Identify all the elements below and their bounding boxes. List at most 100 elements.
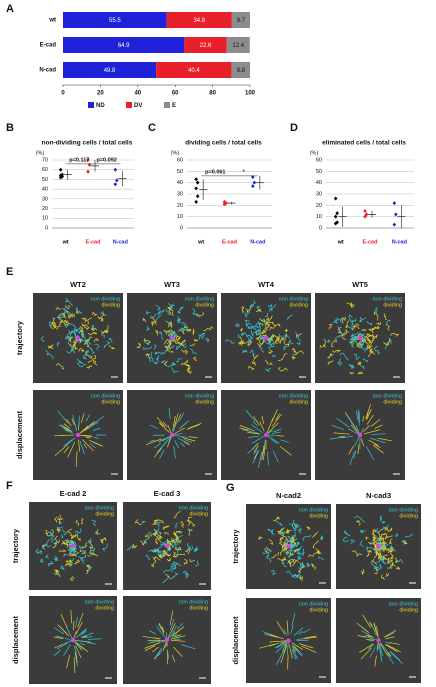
trajectory — [356, 340, 362, 346]
trajectory — [56, 342, 61, 347]
displacement — [266, 418, 274, 434]
trajectory — [171, 537, 178, 544]
bar-segment — [231, 12, 250, 28]
y-tick-label: 40 — [177, 180, 183, 186]
displacement — [170, 619, 175, 631]
bar-segment — [156, 62, 232, 78]
trajectory — [240, 328, 243, 333]
displacement — [298, 643, 314, 649]
displacement — [275, 413, 281, 421]
trajectory — [175, 546, 182, 551]
row-label: displacement — [15, 411, 24, 459]
displacement — [156, 416, 166, 427]
trajectory — [350, 333, 354, 338]
trajectory — [168, 338, 174, 343]
trajectory — [367, 550, 372, 554]
trajectory — [173, 531, 179, 539]
trajectory — [155, 314, 162, 321]
trajectory — [108, 345, 116, 350]
trajectory — [57, 514, 64, 521]
data-point — [252, 180, 257, 185]
trajectory — [162, 576, 175, 584]
trajectory — [78, 310, 83, 314]
trajectory — [377, 552, 382, 558]
data-point — [364, 212, 369, 217]
trajectory — [390, 548, 394, 553]
displacement — [357, 634, 366, 638]
trajectory — [170, 308, 174, 317]
trajectory — [145, 534, 150, 540]
trajectory — [289, 339, 294, 345]
trajectory — [68, 336, 73, 342]
trajectory — [350, 336, 359, 342]
overlay-label: non dividing — [185, 393, 214, 399]
trajectory — [177, 327, 185, 332]
center-marker — [357, 432, 363, 438]
displacement — [390, 651, 403, 664]
displacement — [241, 429, 259, 434]
displacement — [264, 633, 278, 638]
trajectory — [353, 353, 360, 361]
trajectory — [182, 326, 189, 332]
trajectory — [69, 557, 74, 568]
trajectory — [267, 342, 274, 349]
trajectory — [337, 358, 343, 366]
trajectory — [162, 525, 170, 531]
trajectory — [383, 526, 389, 531]
trajectory — [381, 554, 388, 559]
displacement — [63, 644, 71, 656]
displacement — [71, 418, 75, 426]
trajectory — [341, 316, 347, 323]
displacement — [53, 636, 64, 639]
displacement — [365, 404, 372, 419]
trajectory — [357, 361, 362, 366]
trajectory — [239, 336, 245, 345]
y-tick-label: 10 — [177, 214, 183, 220]
trajectory — [100, 329, 106, 338]
displacement — [73, 640, 83, 651]
displacement — [79, 630, 87, 637]
displacement — [363, 429, 381, 435]
displacement — [53, 627, 65, 635]
displacement — [263, 439, 266, 454]
displacement — [389, 642, 400, 645]
trajectory — [277, 353, 288, 361]
data-point — [394, 212, 398, 217]
overlay-label: dividing — [101, 302, 120, 308]
data-point — [195, 180, 200, 185]
trajectory — [265, 323, 271, 329]
displacement — [89, 440, 102, 447]
trajectory — [161, 538, 168, 545]
trajectory — [160, 350, 168, 355]
displacement — [267, 429, 273, 435]
trajectory — [244, 319, 251, 326]
trajectory — [294, 523, 299, 528]
trajectory — [78, 348, 85, 352]
x-tick-label: N-cad — [250, 239, 265, 245]
displacement — [75, 616, 78, 628]
center-marker — [286, 638, 291, 643]
trajectory — [381, 574, 385, 580]
trajectory — [351, 326, 360, 331]
displacement — [58, 424, 72, 433]
trajectory — [283, 339, 290, 347]
trajectory — [185, 548, 191, 555]
trajectory — [40, 335, 45, 342]
overlay-label: dividing — [95, 605, 114, 611]
y-tick-label: 20 — [42, 206, 48, 212]
trajectory — [93, 338, 99, 343]
displacement — [148, 630, 156, 635]
trajectory — [87, 541, 94, 550]
trajectory — [371, 541, 375, 546]
displacement — [386, 632, 395, 638]
displacement — [276, 650, 284, 666]
trajectory — [173, 333, 176, 340]
displacement — [163, 421, 168, 428]
trajectory — [62, 312, 67, 319]
trajectory — [82, 353, 88, 360]
trajectory — [153, 528, 160, 536]
